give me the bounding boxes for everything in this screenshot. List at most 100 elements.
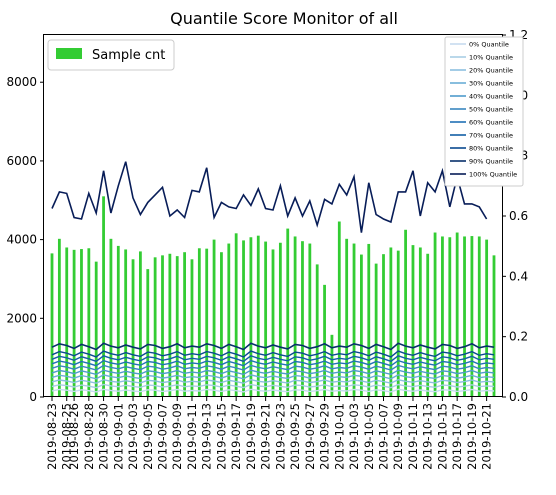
x-tick-label: 2019-09-05 — [141, 403, 155, 470]
legend-label-quantile: 10% Quantile — [469, 54, 513, 62]
legend-label-quantile: 0% Quantile — [469, 41, 509, 49]
bar-2019-09-10 — [183, 252, 186, 397]
bar-2019-09-24 — [286, 228, 290, 397]
x-tick-label: 2019-10-07 — [377, 403, 391, 470]
bar-2019-10-06 — [374, 263, 378, 397]
line-10-quantile — [51, 383, 495, 389]
bar-2019-09-27 — [308, 243, 312, 397]
bar-2019-09-14 — [212, 239, 216, 397]
x-tick-label: 2019-09-03 — [126, 403, 140, 470]
x-tick-label: 2019-09-11 — [185, 403, 199, 470]
bar-2019-09-30 — [330, 334, 334, 397]
bar-2019-09-15 — [220, 252, 223, 397]
bar-2019-10-15 — [441, 236, 444, 397]
legend-box — [47, 39, 175, 71]
x-tick-label: 2019-09-15 — [214, 403, 228, 470]
bar-2019-10-13 — [426, 253, 430, 397]
bar-2019-10-18 — [463, 236, 466, 397]
bar-2019-08-28 — [87, 248, 91, 397]
bar-2019-08-30 — [102, 196, 105, 397]
x-tick-label: 2019-10-21 — [480, 403, 494, 470]
bar-2019-09-11 — [190, 259, 194, 397]
legend-label-quantile: 50% Quantile — [469, 106, 513, 114]
bar-2019-09-13 — [205, 248, 209, 397]
y-right-tick-label: 0.2 — [509, 330, 528, 344]
line-40-quantile — [51, 369, 495, 376]
y-right-tick-label: 0.0 — [509, 390, 528, 404]
bar-2019-09-17 — [234, 233, 238, 397]
bar-2019-10-21 — [485, 239, 489, 397]
legend-quantiles: 0% Quantile 10% Quantile 20% Quantile 30% Q… — [444, 36, 524, 187]
line-20-quantile — [51, 378, 495, 384]
bar-2019-09-12 — [197, 248, 201, 397]
x-tick-label: 2019-08-26 — [67, 403, 81, 470]
bar-2019-10-11 — [411, 245, 415, 397]
legend-label-quantile: 90% Quantile — [469, 158, 513, 166]
x-tick-label: 2019-10-05 — [362, 403, 376, 470]
legend-label-quantile: 20% Quantile — [469, 67, 513, 75]
x-tick-label: 2019-09-23 — [273, 403, 287, 470]
bar-2019-10-17 — [455, 232, 459, 397]
x-tick-label: 2019-10-13 — [421, 403, 435, 470]
y-left-tick-label: 8000 — [6, 75, 37, 89]
x-tick-label: 2019-09-09 — [170, 403, 184, 470]
bar-2019-08-23 — [50, 253, 54, 397]
x-tick-label: 2019-08-25 — [60, 403, 74, 470]
bar-2019-09-02 — [124, 249, 128, 397]
bar-2019-08-26 — [72, 249, 76, 397]
x-tick-label: 2019-10-17 — [450, 403, 464, 470]
x-tick-label: 2019-10-09 — [391, 403, 405, 470]
bar-2019-09-01 — [116, 245, 120, 397]
x-tick-label: 2019-10-03 — [347, 403, 361, 470]
bar-2019-09-09 — [175, 256, 179, 397]
x-tick-label: 2019-08-23 — [45, 403, 59, 470]
x-tick-label: 2019-10-15 — [435, 403, 449, 470]
bar-2019-09-03 — [131, 259, 135, 397]
legend-label-sample-cnt: Sample cnt — [92, 48, 165, 63]
bar-2019-08-25 — [65, 247, 69, 397]
bar-2019-10-12 — [418, 247, 422, 397]
bar-series — [50, 196, 496, 397]
bar-2019-09-19 — [249, 237, 253, 397]
line-70-quantile — [51, 355, 495, 363]
x-tick-label: 2019-09-07 — [156, 403, 170, 470]
bar-2019-09-06 — [153, 257, 157, 397]
y-left-tick-label: 2000 — [6, 311, 37, 325]
line-60-quantile — [51, 359, 495, 367]
line-50-quantile — [51, 364, 495, 371]
x-tick-label: 2019-09-17 — [229, 403, 243, 470]
line-90-quantile — [51, 342, 495, 351]
x-tick-label: 2019-09-29 — [318, 403, 332, 470]
legend-label-quantile: 30% Quantile — [469, 80, 513, 88]
y-left-tick-label: 4000 — [6, 233, 37, 247]
line-100-quantile — [51, 161, 488, 233]
plot-area — [43, 34, 503, 397]
x-tick-label: 2019-10-11 — [406, 403, 420, 470]
bar-2019-09-08 — [168, 253, 172, 397]
bar-2019-08-31 — [109, 238, 113, 397]
legend-label-quantile: 100% Quantile — [469, 171, 517, 179]
bar-2019-09-26 — [301, 241, 304, 397]
legend-label-quantile: 60% Quantile — [469, 119, 513, 127]
line-80-quantile — [51, 350, 495, 358]
bar-2019-10-05 — [367, 243, 371, 397]
x-tick-label: 2019-10-19 — [465, 403, 479, 470]
bar-2019-10-20 — [477, 236, 481, 397]
bar-2019-10-22 — [492, 255, 496, 397]
bar-2019-10-07 — [382, 254, 385, 397]
bar-2019-09-18 — [242, 240, 245, 397]
bar-2019-09-28 — [315, 264, 319, 397]
bar-2019-10-04 — [360, 254, 363, 397]
x-tick-label: 2019-09-01 — [111, 403, 125, 470]
bar-2019-08-29 — [94, 261, 98, 397]
x-tick-label: 2019-09-13 — [200, 403, 214, 470]
bar-2019-10-10 — [404, 229, 407, 397]
x-tick-label: 2019-10-01 — [332, 403, 346, 470]
legend-swatch-sample-cnt — [56, 48, 82, 59]
y-axis-left: 0 2000 4000 6000 8000 — [6, 75, 44, 404]
y-left-tick-label: 0 — [29, 390, 37, 404]
bar-2019-10-01 — [337, 221, 341, 397]
legend-label-quantile: 80% Quantile — [469, 145, 513, 153]
x-tick-label: 2019-09-19 — [244, 403, 258, 470]
